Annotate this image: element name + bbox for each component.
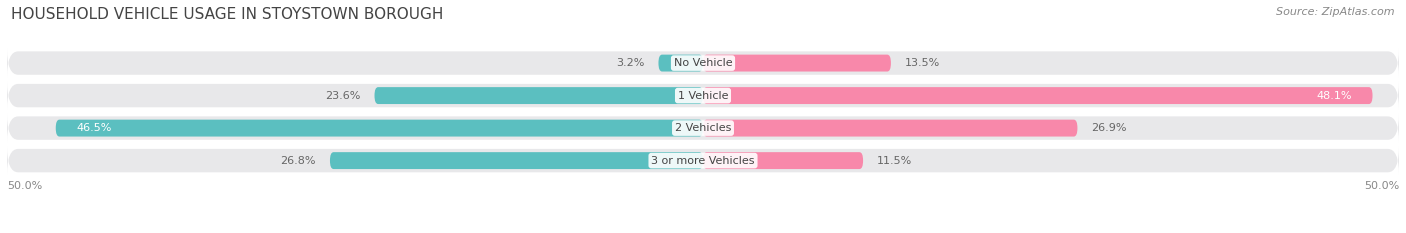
FancyBboxPatch shape <box>703 87 1372 104</box>
Text: 26.9%: 26.9% <box>1091 123 1126 133</box>
FancyBboxPatch shape <box>703 152 863 169</box>
Text: 3.2%: 3.2% <box>616 58 644 68</box>
Text: 2 Vehicles: 2 Vehicles <box>675 123 731 133</box>
FancyBboxPatch shape <box>7 81 1399 110</box>
Text: 13.5%: 13.5% <box>905 58 941 68</box>
Text: HOUSEHOLD VEHICLE USAGE IN STOYSTOWN BOROUGH: HOUSEHOLD VEHICLE USAGE IN STOYSTOWN BOR… <box>11 7 444 22</box>
Text: 11.5%: 11.5% <box>877 156 912 166</box>
FancyBboxPatch shape <box>374 87 703 104</box>
FancyBboxPatch shape <box>7 49 1399 77</box>
Text: 48.1%: 48.1% <box>1316 91 1351 101</box>
FancyBboxPatch shape <box>658 55 703 72</box>
FancyBboxPatch shape <box>703 55 891 72</box>
Text: Source: ZipAtlas.com: Source: ZipAtlas.com <box>1277 7 1395 17</box>
Text: 50.0%: 50.0% <box>1364 181 1399 191</box>
FancyBboxPatch shape <box>7 114 1399 142</box>
FancyBboxPatch shape <box>330 152 703 169</box>
Text: No Vehicle: No Vehicle <box>673 58 733 68</box>
Text: 26.8%: 26.8% <box>281 156 316 166</box>
FancyBboxPatch shape <box>56 120 703 137</box>
Text: 50.0%: 50.0% <box>7 181 42 191</box>
Text: 46.5%: 46.5% <box>76 123 112 133</box>
Text: 1 Vehicle: 1 Vehicle <box>678 91 728 101</box>
FancyBboxPatch shape <box>7 146 1399 175</box>
Text: 3 or more Vehicles: 3 or more Vehicles <box>651 156 755 166</box>
Text: 23.6%: 23.6% <box>325 91 360 101</box>
FancyBboxPatch shape <box>703 120 1077 137</box>
